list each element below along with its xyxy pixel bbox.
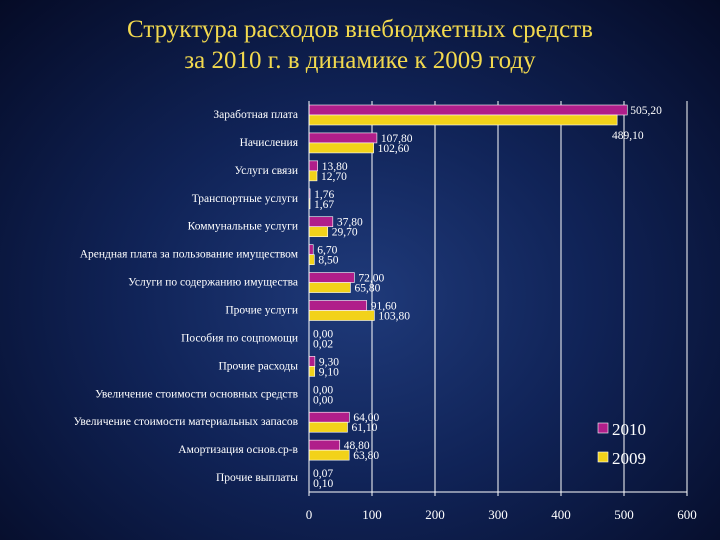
bar-2010-9 <box>308 356 316 367</box>
category-label-3: Транспортные услуги <box>192 193 298 205</box>
legend-swatch-2009 <box>597 451 609 463</box>
bar-2009-7 <box>308 310 375 321</box>
category-label-4: Коммунальные услуги <box>188 221 298 233</box>
bar-2009-6 <box>308 282 351 293</box>
category-label-11: Увеличение стоимости материальных запасо… <box>73 416 298 428</box>
category-label-12: Амортизация основ.ср-в <box>178 444 298 456</box>
chart-title-line-1: Структура расходов внебюджетных средств <box>127 16 593 43</box>
bar-2010-5 <box>308 244 314 255</box>
bar-2010-7 <box>308 300 368 311</box>
category-label-7: Прочие услуги <box>225 305 298 317</box>
value-label-2010-3: 1,76 <box>314 189 334 201</box>
value-label-2009-3: 1,67 <box>314 199 334 211</box>
value-label-2009-8: 0,02 <box>313 338 333 350</box>
value-label-2010-1: 107,80 <box>381 133 413 145</box>
bar-2009-5 <box>308 254 315 265</box>
category-label-10: Увеличение стоимости основных средств <box>95 388 299 400</box>
value-label-2010-7: 91,60 <box>371 301 397 313</box>
x-tick-label-0: 0 <box>306 507 313 522</box>
bar-2009-2 <box>308 170 318 182</box>
bar-2010-4 <box>308 216 334 228</box>
chart-title: Структура расходов внебюджетных средств … <box>0 14 720 76</box>
value-label-2010-12: 48,80 <box>344 440 370 452</box>
value-label-2009-13: 0,10 <box>313 478 333 490</box>
value-label-2009-7: 103,80 <box>378 311 410 323</box>
bar-2009-4 <box>308 226 329 238</box>
category-label-1: Начисления <box>240 137 299 149</box>
x-tick-label-4: 400 <box>551 507 571 522</box>
value-label-2009-1: 102,60 <box>378 143 410 155</box>
category-label-9: Прочие расходы <box>218 360 298 372</box>
x-tick-label-2: 200 <box>425 507 445 522</box>
x-tick-label-1: 100 <box>362 507 382 522</box>
value-label-2010-2: 13,80 <box>322 161 348 173</box>
category-label-6: Услуги по содержанию имущества <box>128 277 298 289</box>
x-tick-label-3: 300 <box>488 507 508 522</box>
chart-title-line-2: за 2010 г. в динамике к 2009 году <box>184 47 536 74</box>
x-tick-label-6: 600 <box>677 507 697 522</box>
value-label-2010-11: 64,00 <box>353 412 379 424</box>
value-label-2010-4: 37,80 <box>337 217 363 229</box>
bar-2010-2 <box>308 160 318 172</box>
category-label-0: Заработная плата <box>213 109 298 121</box>
x-tick-label-5: 500 <box>614 507 634 522</box>
value-label-2009-5: 8,50 <box>318 255 338 267</box>
bar-2009-12 <box>308 449 350 461</box>
bar-2010-1 <box>308 132 378 144</box>
value-label-2009-10: 0,00 <box>313 394 333 406</box>
value-label-2009-6: 65,80 <box>354 283 380 295</box>
bar-2010-12 <box>308 439 341 451</box>
value-label-2009-0: 489,10 <box>612 130 644 142</box>
value-label-2009-9: 9,10 <box>319 366 339 378</box>
value-label-2010-8: 0,00 <box>313 328 333 340</box>
category-label-8: Пособия по соцпомощи <box>181 332 298 344</box>
legend-swatch-2010 <box>597 422 609 434</box>
value-label-2009-4: 29,70 <box>332 227 358 239</box>
category-label-5: Арендная плата за пользование имуществом <box>80 249 299 261</box>
legend-label-2009: 2009 <box>612 449 646 468</box>
value-label-2010-6: 72,00 <box>358 273 384 285</box>
value-label-2010-5: 6,70 <box>317 245 337 257</box>
bar-2009-1 <box>308 142 374 154</box>
value-label-2009-12: 63,80 <box>353 450 379 462</box>
category-label-13: Прочие выплаты <box>216 472 298 484</box>
category-label-2: Услуги связи <box>235 165 298 177</box>
bar-2009-0 <box>308 114 618 126</box>
value-label-2010-10: 0,00 <box>313 384 333 396</box>
bar-2010-11 <box>308 411 350 423</box>
value-label-2010-9: 9,30 <box>319 356 339 368</box>
value-label-2009-2: 12,70 <box>321 171 347 183</box>
value-label-2009-11: 61,10 <box>351 422 377 434</box>
bar-2009-9 <box>308 366 316 377</box>
value-label-2010-13: 0,07 <box>313 468 333 480</box>
bar-2010-0 <box>308 104 628 116</box>
value-label-2010-0: 505,20 <box>630 105 662 117</box>
bar-2010-6 <box>308 272 355 283</box>
legend-label-2010: 2010 <box>612 420 646 439</box>
bar-2009-11 <box>308 421 348 433</box>
